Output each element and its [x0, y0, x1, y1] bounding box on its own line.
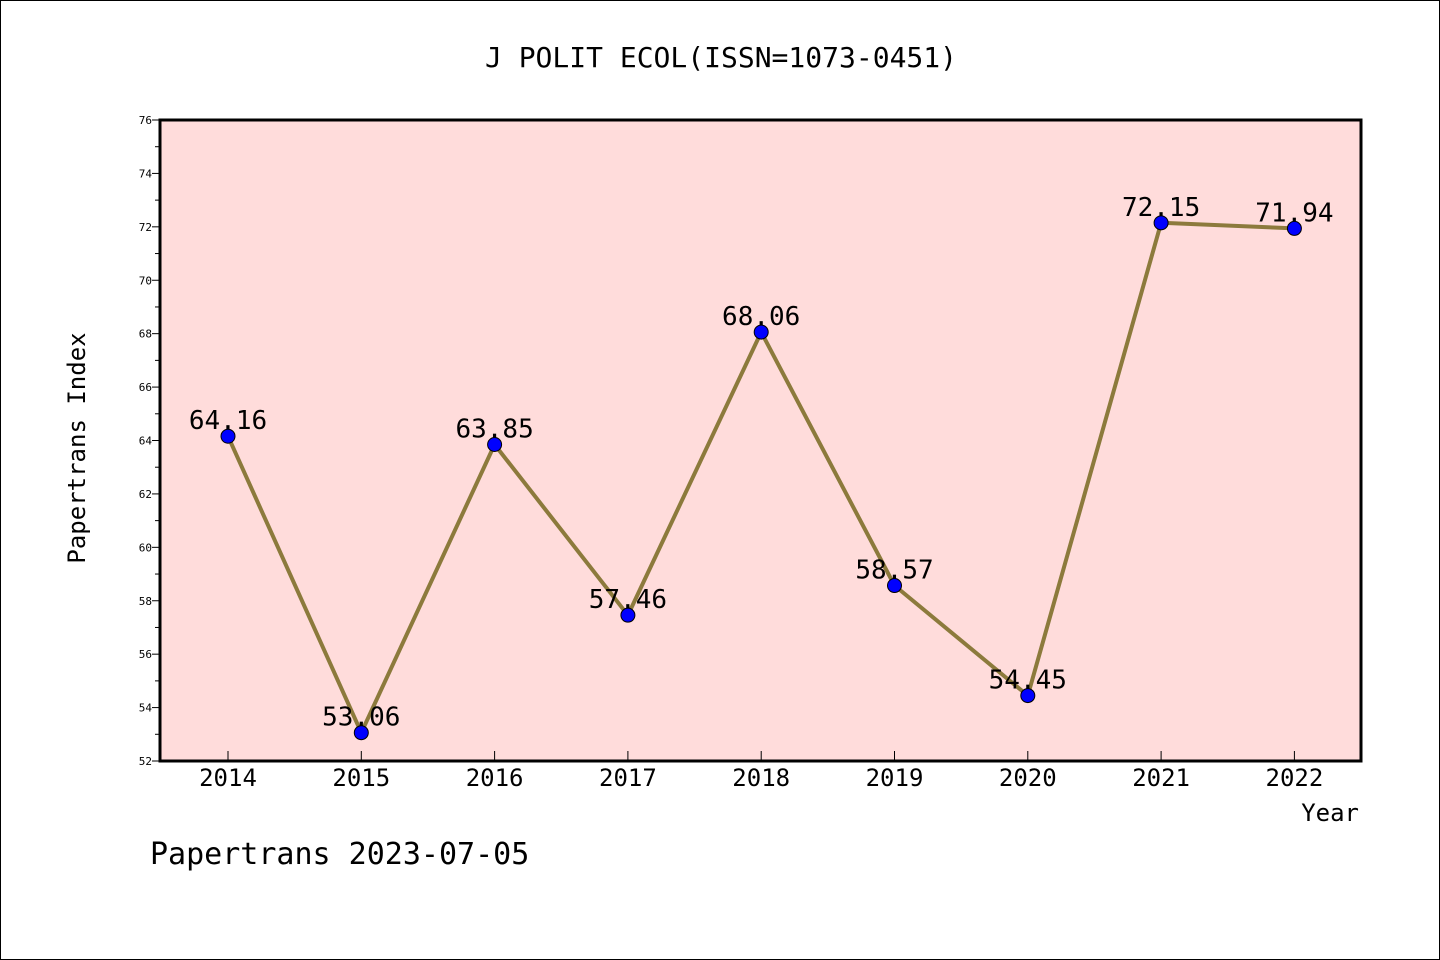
- x-tick-label: 2020: [999, 764, 1057, 792]
- data-label: 53.06: [322, 703, 400, 733]
- plot-frame: [158, 118, 1363, 763]
- y-tick-label: 56: [139, 648, 152, 661]
- data-point: [887, 578, 902, 594]
- y-tick-label: 74: [139, 167, 153, 180]
- data-point: [620, 607, 636, 623]
- x-tick-label: 2014: [199, 764, 257, 792]
- y-axis: 52 54 56 58 60 62 64 66 68 70 72 74 76: [139, 114, 160, 768]
- x-tick-label: 2018: [732, 764, 790, 792]
- x-tick-label: 2019: [866, 764, 924, 792]
- data-point: [1020, 688, 1036, 704]
- data-point: [353, 725, 369, 741]
- data-label: 63.85: [455, 415, 533, 445]
- y-tick-label: 70: [139, 274, 152, 287]
- y-tick-label: 64: [139, 435, 153, 448]
- x-tick-label: 2016: [466, 764, 524, 792]
- y-tick-label: 52: [139, 755, 152, 768]
- chart-title: J POLIT ECOL(ISSN=1073-0451): [485, 41, 957, 74]
- x-tick-label: 2015: [332, 764, 390, 792]
- x-tick-label: 2017: [599, 764, 657, 792]
- y-tick-label: 76: [139, 114, 152, 127]
- x-tick-label: 2021: [1132, 764, 1190, 792]
- y-tick-label: 66: [139, 381, 152, 394]
- data-label: 54.45: [989, 666, 1067, 696]
- data-point: [753, 324, 769, 340]
- x-tick-label: 2022: [1266, 764, 1324, 792]
- data-point: [487, 437, 503, 453]
- y-tick-label: 62: [139, 488, 152, 501]
- data-label: 64.16: [189, 406, 267, 436]
- y-tick-label: 54: [139, 702, 153, 715]
- data-label: 72.15: [1122, 193, 1200, 223]
- y-tick-label: 58: [139, 595, 152, 608]
- y-tick-label: 68: [139, 328, 152, 341]
- data-point: [220, 428, 236, 444]
- footer-date-note: Papertrans 2023-07-05: [150, 837, 529, 872]
- y-axis-label: Papertrans Index: [63, 332, 91, 563]
- data-label: 57.46: [589, 585, 667, 615]
- data-point: [1153, 215, 1169, 231]
- x-axis-label: Year: [1301, 799, 1359, 827]
- data-markers: [220, 215, 1302, 741]
- data-label: 58.57: [855, 556, 933, 586]
- y-tick-label: 60: [139, 541, 152, 554]
- data-label: 68.06: [722, 302, 800, 332]
- data-point: [1286, 220, 1302, 236]
- data-label: 71.94: [1255, 198, 1333, 228]
- x-axis: 2014 2015 2016 2017 2018 2019 2020 2021 2022: [199, 751, 1323, 792]
- y-tick-label: 72: [139, 221, 152, 234]
- data-labels: 64.16 53.06 63.85 57.46 68.06 58.57 54.45 72.15…: [189, 193, 1334, 733]
